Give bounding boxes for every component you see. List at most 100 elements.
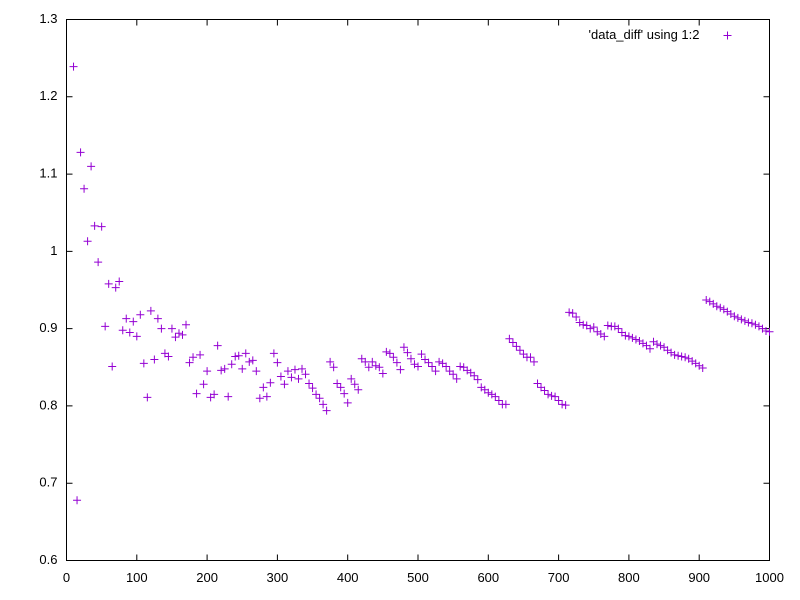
point bbox=[501, 400, 510, 409]
point bbox=[108, 362, 117, 371]
point bbox=[132, 332, 141, 341]
point bbox=[143, 393, 152, 402]
x-tick-label: 300 bbox=[267, 570, 289, 585]
point bbox=[554, 396, 563, 405]
point bbox=[508, 338, 517, 347]
point bbox=[389, 353, 398, 362]
point bbox=[765, 327, 774, 336]
point bbox=[624, 332, 633, 341]
point bbox=[90, 221, 99, 230]
y-tick-label: 1.2 bbox=[39, 88, 57, 103]
point bbox=[248, 356, 257, 365]
point bbox=[505, 334, 514, 343]
point bbox=[189, 353, 198, 362]
y-tick-label: 0.6 bbox=[39, 552, 57, 567]
point bbox=[241, 349, 250, 358]
point bbox=[220, 364, 229, 373]
point bbox=[751, 320, 760, 329]
y-tick-label: 1.1 bbox=[39, 166, 57, 181]
point bbox=[259, 383, 268, 392]
point bbox=[336, 383, 345, 392]
point bbox=[473, 375, 482, 384]
point bbox=[470, 371, 479, 380]
x-tick-label: 200 bbox=[196, 570, 218, 585]
point bbox=[354, 385, 363, 394]
point bbox=[761, 326, 770, 335]
point bbox=[656, 341, 665, 350]
point bbox=[224, 392, 233, 401]
point bbox=[442, 362, 451, 371]
point bbox=[565, 308, 574, 317]
point bbox=[382, 347, 391, 356]
point bbox=[255, 394, 264, 403]
point bbox=[350, 380, 359, 389]
x-tick-label: 500 bbox=[407, 570, 429, 585]
point bbox=[266, 378, 275, 387]
point bbox=[568, 309, 577, 318]
point bbox=[558, 400, 567, 409]
point bbox=[199, 380, 208, 389]
point bbox=[540, 386, 549, 395]
point bbox=[125, 328, 134, 337]
point bbox=[252, 367, 261, 376]
point bbox=[129, 317, 138, 326]
x-tick-label: 100 bbox=[126, 570, 148, 585]
point bbox=[361, 357, 370, 366]
point bbox=[213, 341, 222, 350]
point bbox=[111, 283, 120, 292]
point bbox=[234, 351, 243, 360]
point bbox=[87, 162, 96, 171]
point bbox=[333, 379, 342, 388]
legend-label: 'data_diff' using 1:2 bbox=[589, 27, 700, 42]
point bbox=[431, 367, 440, 376]
point bbox=[273, 358, 282, 367]
point bbox=[456, 362, 465, 371]
point bbox=[104, 279, 113, 288]
point bbox=[287, 373, 296, 382]
point bbox=[178, 330, 187, 339]
point bbox=[544, 390, 553, 399]
point bbox=[600, 332, 609, 341]
point bbox=[167, 324, 176, 333]
point bbox=[740, 316, 749, 325]
point bbox=[69, 62, 78, 71]
y-tick-label: 1 bbox=[50, 243, 57, 258]
point bbox=[677, 352, 686, 361]
point bbox=[238, 364, 247, 373]
point bbox=[747, 319, 756, 328]
x-tick-label: 1000 bbox=[755, 570, 784, 585]
point bbox=[603, 321, 612, 330]
point bbox=[364, 363, 373, 372]
point bbox=[146, 306, 155, 315]
point bbox=[529, 357, 538, 366]
point bbox=[375, 363, 384, 372]
point bbox=[414, 362, 422, 371]
point bbox=[343, 398, 352, 407]
point bbox=[217, 366, 226, 375]
point bbox=[322, 406, 331, 415]
point bbox=[290, 365, 299, 374]
point bbox=[269, 349, 278, 358]
point bbox=[670, 350, 679, 359]
point bbox=[280, 380, 289, 389]
point bbox=[547, 391, 556, 400]
point bbox=[628, 333, 637, 342]
point bbox=[171, 333, 180, 342]
point bbox=[515, 346, 524, 355]
point bbox=[744, 318, 753, 327]
point bbox=[392, 358, 401, 367]
point bbox=[399, 343, 408, 352]
point bbox=[417, 350, 426, 359]
point bbox=[385, 349, 394, 358]
point bbox=[276, 372, 285, 381]
point bbox=[579, 320, 588, 329]
point bbox=[164, 352, 173, 361]
point bbox=[733, 313, 742, 322]
point bbox=[533, 379, 542, 388]
point bbox=[572, 313, 581, 322]
point bbox=[631, 335, 640, 344]
x-tick-label: 0 bbox=[63, 570, 70, 585]
point bbox=[174, 329, 183, 338]
